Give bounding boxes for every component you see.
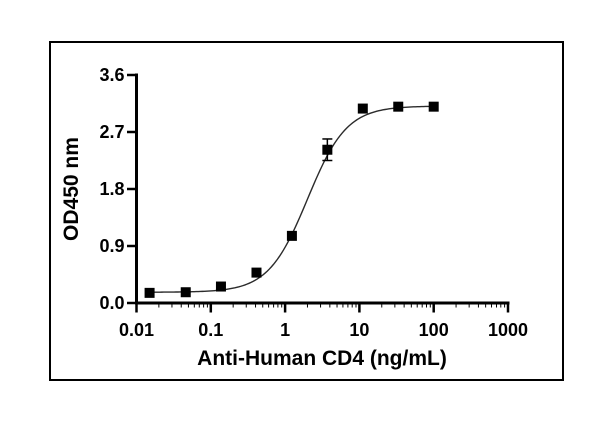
y-tick-label: 0.9 [99,236,124,256]
fit-curve [149,105,434,293]
x-axis-title: Anti-Human CD4 (ng/mL) [197,347,447,370]
data-point-marker [286,230,297,241]
data-point-marker [180,287,191,298]
data-point-marker [393,101,404,112]
figure-frame: 0.01 0.1 1 10 100 1000 0.0 0.9 1.8 2.7 3.6 Anti-Hu… [49,41,564,381]
x-tick-label: 1 [280,320,290,340]
x-tick-label: 10 [349,320,369,340]
data-point-marker [251,267,262,278]
y-axis-title: OD450 nm [60,137,83,241]
y-tick-label: 2.7 [99,122,124,142]
x-tick-label: 1000 [488,320,528,340]
y-tick-label: 0.0 [99,293,124,313]
data-point-marker [322,144,333,155]
x-tick-label: 0.01 [119,320,154,340]
plot-area: 0.01 0.1 1 10 100 1000 0.0 0.9 1.8 2.7 3.6 [99,65,528,340]
y-tick-label: 3.6 [99,65,124,85]
y-tick-label: 1.8 [99,179,124,199]
data-point-marker [144,287,155,298]
data-point-marker [357,103,368,114]
dose-response-chart: 0.01 0.1 1 10 100 1000 0.0 0.9 1.8 2.7 3.6 Anti-Hu… [60,65,528,370]
x-tick-label: 100 [419,320,449,340]
data-point-marker [215,281,226,292]
data-point-marker [428,101,439,112]
x-tick-label: 0.1 [198,320,223,340]
